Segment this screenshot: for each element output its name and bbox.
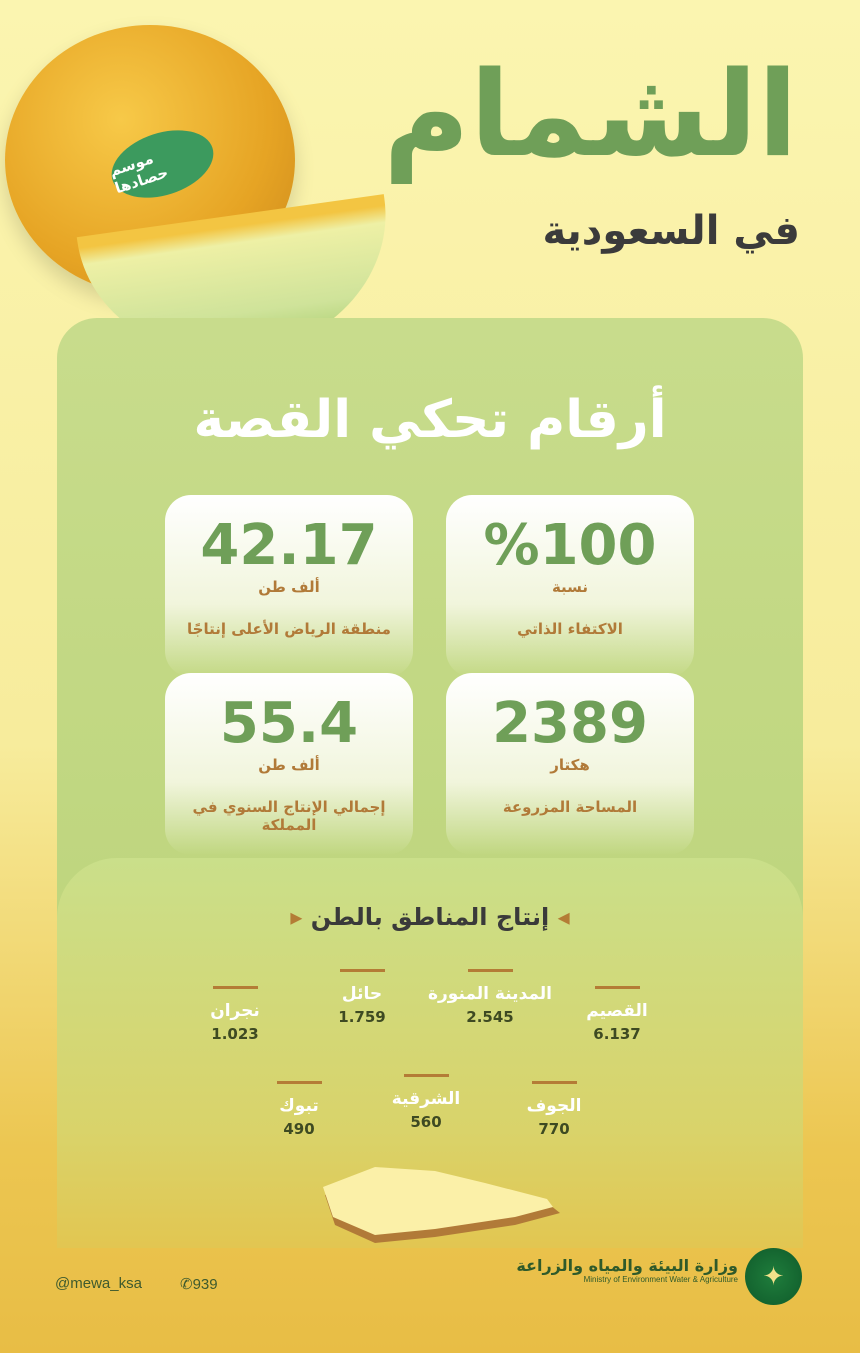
- stat-unit: نسبة: [551, 578, 589, 596]
- phone-contact[interactable]: ✆939: [180, 1276, 218, 1293]
- stat-unit: ألف طن: [258, 578, 320, 596]
- stat-desc: إجمالي الإنتاج السنوي في المملكة: [192, 798, 386, 834]
- region-item: القصيم 6.137: [552, 986, 682, 1043]
- ministry-logo: ✦: [745, 1248, 802, 1305]
- stat-card-riyadh: 42.17 ألف طن منطقة الرياض الأعلى إنتاجًا: [165, 495, 413, 677]
- stat-desc: منطقة الرياض الأعلى إنتاجًا: [187, 620, 391, 638]
- social-handle[interactable]: @mewa_ksa: [55, 1275, 142, 1292]
- stat-value: %100: [483, 513, 657, 578]
- region-item: حائل 1.759: [297, 969, 427, 1026]
- regions-title: ◂ إنتاج المناطق بالطن ▸: [290, 903, 570, 931]
- page-title: الشمام: [383, 45, 798, 183]
- page-subtitle: في السعودية: [542, 208, 800, 254]
- stat-value: 2389: [492, 691, 648, 756]
- stat-card-self-sufficiency: %100 نسبة الاكتفاء الذاتي: [446, 495, 694, 677]
- stat-unit: ألف طن: [258, 756, 320, 774]
- region-item: نجران 1.023: [170, 986, 300, 1043]
- saudi-map-icon: [323, 1167, 560, 1243]
- stat-card-cultivated-area: 2389 هكتار المساحة المزروعة: [446, 673, 694, 855]
- ministry-name: وزارة البيئة والمياه والزراعة Ministry o…: [516, 1256, 738, 1284]
- stat-desc: الاكتفاء الذاتي: [517, 620, 623, 638]
- stat-unit: هكتار: [550, 756, 590, 774]
- region-item: الجوف 770: [489, 1081, 619, 1138]
- region-item: تبوك 490: [234, 1081, 364, 1138]
- region-item: المدينة المنورة 2.545: [425, 969, 555, 1026]
- stat-card-annual-production: 55.4 ألف طن إجمالي الإنتاج السنوي في الم…: [165, 673, 413, 855]
- stat-value: 42.17: [200, 513, 378, 578]
- region-item: الشرقية 560: [361, 1074, 491, 1131]
- phone-icon: ✆: [180, 1276, 193, 1293]
- stat-value: 55.4: [219, 691, 359, 756]
- stats-heading: أرقام تحكي القصة: [193, 390, 667, 450]
- stat-desc: المساحة المزروعة: [502, 798, 638, 816]
